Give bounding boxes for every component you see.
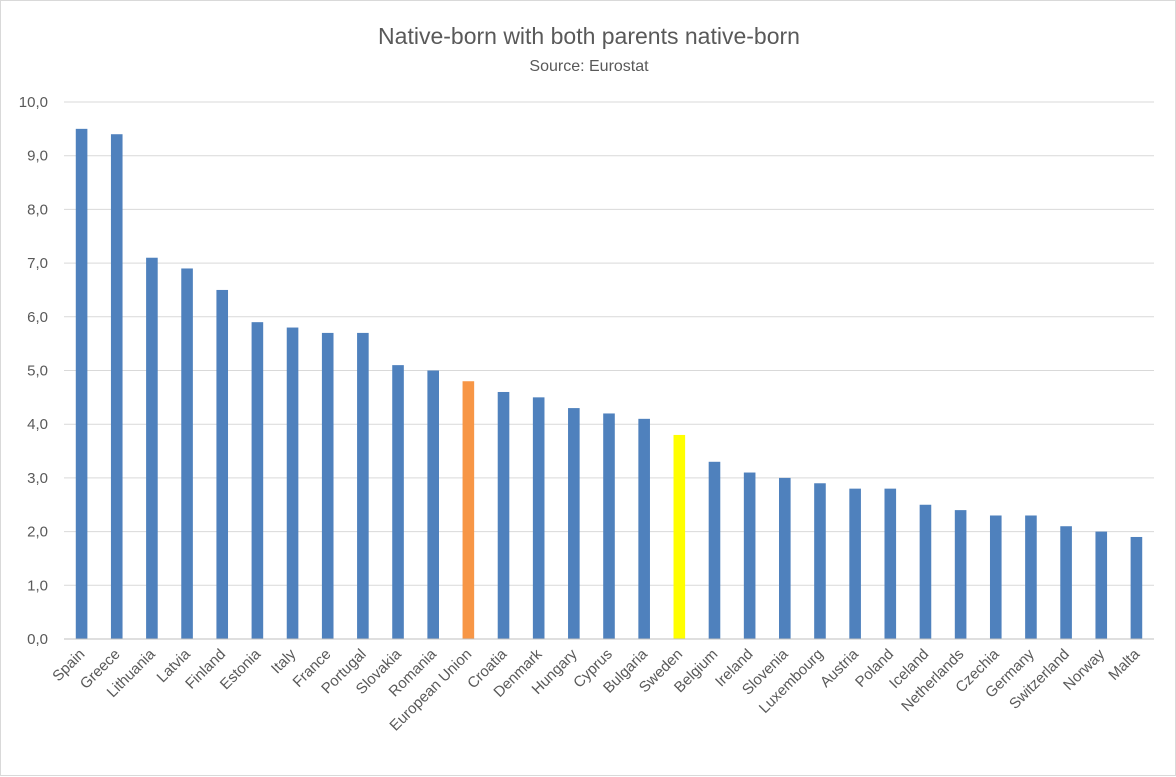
y-axis-ticks: 0,0 1,0 2,0 3,0 4,0 5,0 6,0 7,0 8,0 9,0 10,0 (19, 94, 48, 648)
bar-sweden (673, 434, 686, 639)
bar-lithuania (146, 257, 158, 639)
bar-slovenia (779, 477, 791, 639)
bar-switzerland (1060, 526, 1072, 639)
bar-czechia (989, 515, 1002, 639)
bar-greece (110, 134, 123, 639)
y-tick-label: 3,0 (27, 470, 48, 487)
x-axis-labels: SpainGreeceLithuaniaLatviaFinlandEstonia… (49, 645, 1143, 734)
y-tick-label: 2,0 (27, 524, 48, 541)
y-tick-label: 9,0 (27, 148, 48, 165)
bar-luxembourg (814, 483, 826, 639)
bar-spain (75, 128, 88, 639)
y-tick-label: 6,0 (27, 309, 48, 326)
bar-belgium (708, 461, 721, 639)
chart-subtitle: Source: Eurostat (529, 58, 649, 75)
bar-romania (427, 370, 439, 639)
x-tick-label: Austria (817, 645, 862, 690)
bar-portugal (357, 332, 369, 639)
bar-netherlands (954, 510, 967, 639)
bar-italy (286, 327, 299, 639)
gridlines (64, 101, 1154, 586)
y-tick-label: 8,0 (27, 201, 48, 218)
bar-denmark (532, 397, 545, 639)
bar-germany (1025, 515, 1037, 639)
bar-poland (884, 488, 897, 639)
bar-european-union (462, 381, 475, 639)
bar-france (321, 332, 334, 639)
bar-finland (216, 289, 229, 639)
bar-iceland (919, 504, 932, 639)
bar-cyprus (603, 413, 615, 639)
x-tick-label: Estonia (217, 645, 265, 693)
bar-austria (849, 488, 861, 639)
bar-latvia (181, 268, 193, 639)
bar-hungary (568, 408, 580, 639)
y-tick-label: 4,0 (27, 416, 48, 433)
bar-croatia (497, 391, 510, 639)
y-tick-label: 5,0 (27, 363, 48, 380)
bar-malta (1130, 536, 1143, 639)
y-tick-label: 0,0 (27, 631, 48, 648)
bar-ireland (743, 472, 756, 639)
bar-slovakia (392, 365, 404, 639)
bar-norway (1095, 531, 1108, 639)
x-tick-label: Malta (1105, 645, 1143, 683)
chart-title: Native-born with both parents native-bor… (378, 23, 800, 49)
bars (75, 128, 1143, 639)
y-tick-label: 10,0 (19, 94, 48, 111)
y-tick-label: 7,0 (27, 255, 48, 272)
bar-estonia (251, 322, 264, 639)
bar-bulgaria (638, 418, 650, 639)
y-tick-label: 1,0 (27, 577, 48, 594)
